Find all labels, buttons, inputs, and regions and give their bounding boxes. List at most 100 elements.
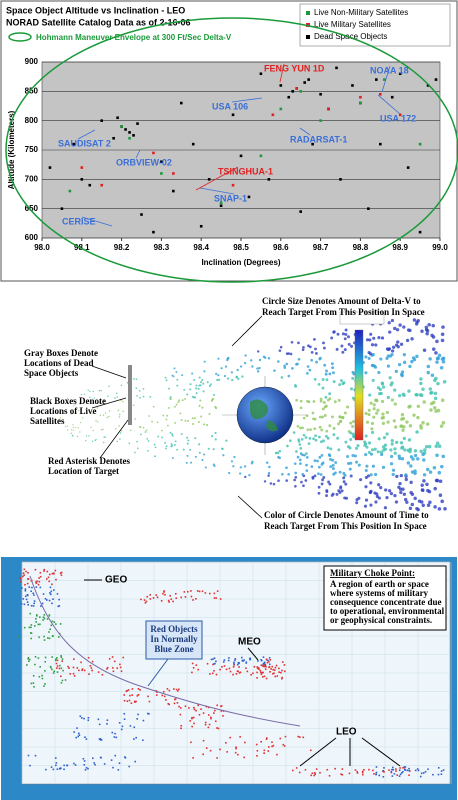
point [398,72,402,76]
y-tick-label: 700 [25,174,39,183]
dot [147,440,150,442]
box-title: Military Choke Point: [330,568,415,578]
object-mark [51,583,53,586]
dot [386,395,390,400]
dot [399,342,404,346]
object-mark [222,661,225,663]
dot [217,357,220,360]
object-mark [190,590,192,592]
object-mark [137,694,140,696]
dot [381,412,385,416]
dot [379,357,383,361]
dot [400,446,404,450]
object-mark [123,718,126,720]
point [319,119,322,122]
dot [169,431,172,434]
object-mark [184,705,187,708]
object-mark [24,595,27,598]
point [259,154,263,158]
object-mark [356,770,359,773]
dot [412,357,417,362]
hohmann-envelope [5,17,458,283]
dot [212,393,216,397]
dot [239,365,243,368]
object-mark [375,773,377,776]
dot [393,402,397,406]
dot [179,412,182,415]
dot [144,431,147,433]
point [267,178,271,181]
object-mark [58,598,60,601]
dot [222,454,225,457]
dot [292,431,296,434]
x-tick-label: 98.9 [392,243,408,252]
dot [389,462,394,466]
annotation: ORBVIEW-02 [116,157,172,167]
object-mark [106,719,109,721]
object-mark [49,592,51,594]
dot [375,411,379,415]
object-mark [44,597,47,600]
object-mark [252,672,254,675]
dot [426,370,431,375]
dot [182,448,185,451]
object-mark [206,662,209,665]
object-mark [52,672,55,674]
dot [348,446,352,450]
object-mark [414,769,417,772]
object-mark [319,771,321,774]
dot [299,446,303,450]
dot [410,337,414,341]
dot [321,478,324,482]
object-mark [57,636,60,638]
dot [99,414,102,417]
object-mark [263,749,266,752]
dot [198,443,201,446]
point [379,142,382,146]
dot [162,414,165,417]
point [339,178,342,181]
dot [403,448,407,452]
dot [317,491,321,495]
dot [397,363,402,367]
dot [367,441,372,445]
dot [132,404,135,407]
object-mark [26,601,29,603]
dot [273,369,276,372]
point [303,81,306,84]
object-mark [112,670,115,673]
dot [317,435,321,439]
point [80,178,84,181]
point [418,230,422,234]
dot [85,435,88,437]
point [136,122,139,125]
dot [102,414,105,416]
dot [161,436,164,439]
dot [364,498,369,502]
annotation: NOAA 18 [370,65,409,75]
dot [332,371,335,375]
dot [308,437,312,440]
object-mark [81,669,83,672]
legend-box [299,3,451,47]
object-mark [160,599,163,602]
dot [367,356,371,360]
dot [59,412,61,415]
point [247,195,251,199]
object-mark [30,637,33,640]
dot [427,323,431,327]
dot [344,328,348,332]
object-mark [42,619,44,621]
dot [390,398,394,402]
object-mark [106,668,108,670]
dot [180,433,183,436]
point [120,125,123,128]
object-mark [166,688,169,690]
object-mark [67,665,69,668]
dot [410,359,414,364]
y-tick-label: 650 [25,204,39,213]
dot [175,403,178,406]
object-mark [310,774,312,777]
continents [250,399,278,432]
dot [401,428,405,432]
